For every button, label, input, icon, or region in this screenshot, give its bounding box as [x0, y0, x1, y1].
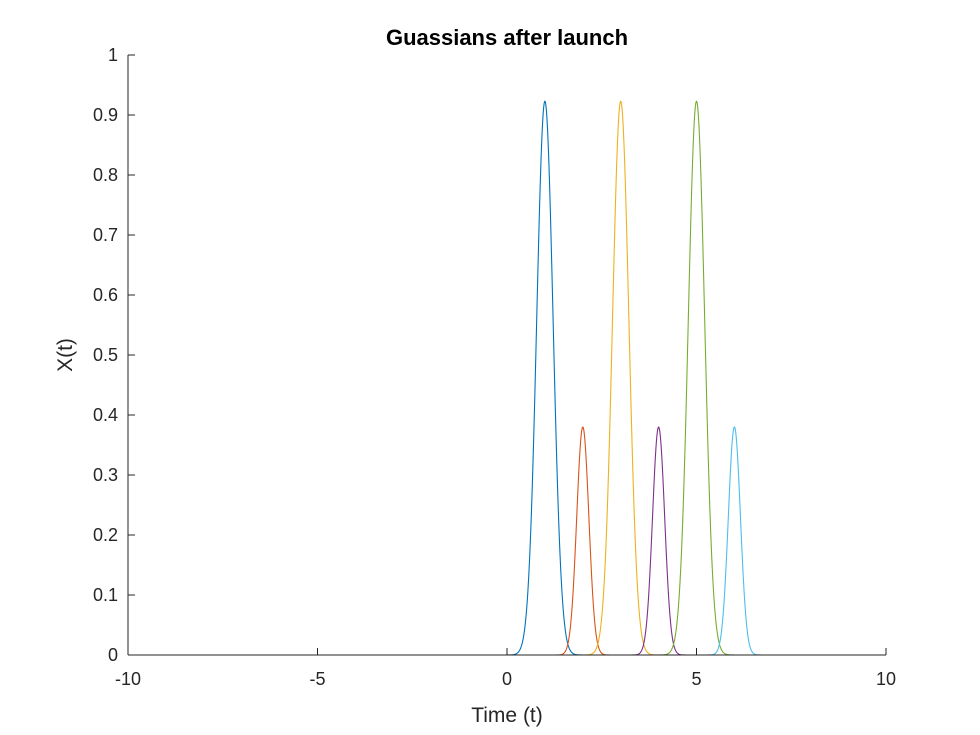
y-axis-label: X(t): [54, 338, 77, 372]
y-tick-label: 0.7: [93, 225, 118, 245]
y-tick-label: 0.5: [93, 345, 118, 365]
y-tick-label: 0.4: [93, 405, 118, 425]
chart-title: Guassians after launch: [386, 25, 628, 50]
y-tick-label: 0.6: [93, 285, 118, 305]
x-tick-label: 5: [691, 669, 701, 689]
x-tick-label: -10: [115, 669, 141, 689]
series-line-3: [127, 100, 887, 656]
y-tick-label: 0.3: [93, 465, 118, 485]
x-tick-label: -5: [309, 669, 325, 689]
x-tick-label: 0: [502, 669, 512, 689]
y-tick-label: 1: [108, 45, 118, 65]
series-line-1: [127, 100, 887, 656]
y-tick-label: 0: [108, 645, 118, 665]
y-tick-label: 0.2: [93, 525, 118, 545]
y-ticks: 0 0.1 0.2 0.3 0.4 0.5 0.6 0.7 0.8 0.9 1: [93, 45, 135, 665]
y-tick-label: 0.9: [93, 105, 118, 125]
y-tick-label: 0.1: [93, 585, 118, 605]
series-line-5: [127, 100, 887, 656]
series-line-4: [127, 426, 887, 656]
x-ticks: -10 -5 0 5 10: [115, 648, 896, 689]
x-axis-label: Time (t): [471, 704, 543, 727]
y-tick-label: 0.8: [93, 165, 118, 185]
x-tick-label: 10: [876, 669, 896, 689]
series-layer: [127, 100, 887, 656]
series-line-6: [127, 426, 887, 656]
series-line-2: [127, 426, 887, 656]
